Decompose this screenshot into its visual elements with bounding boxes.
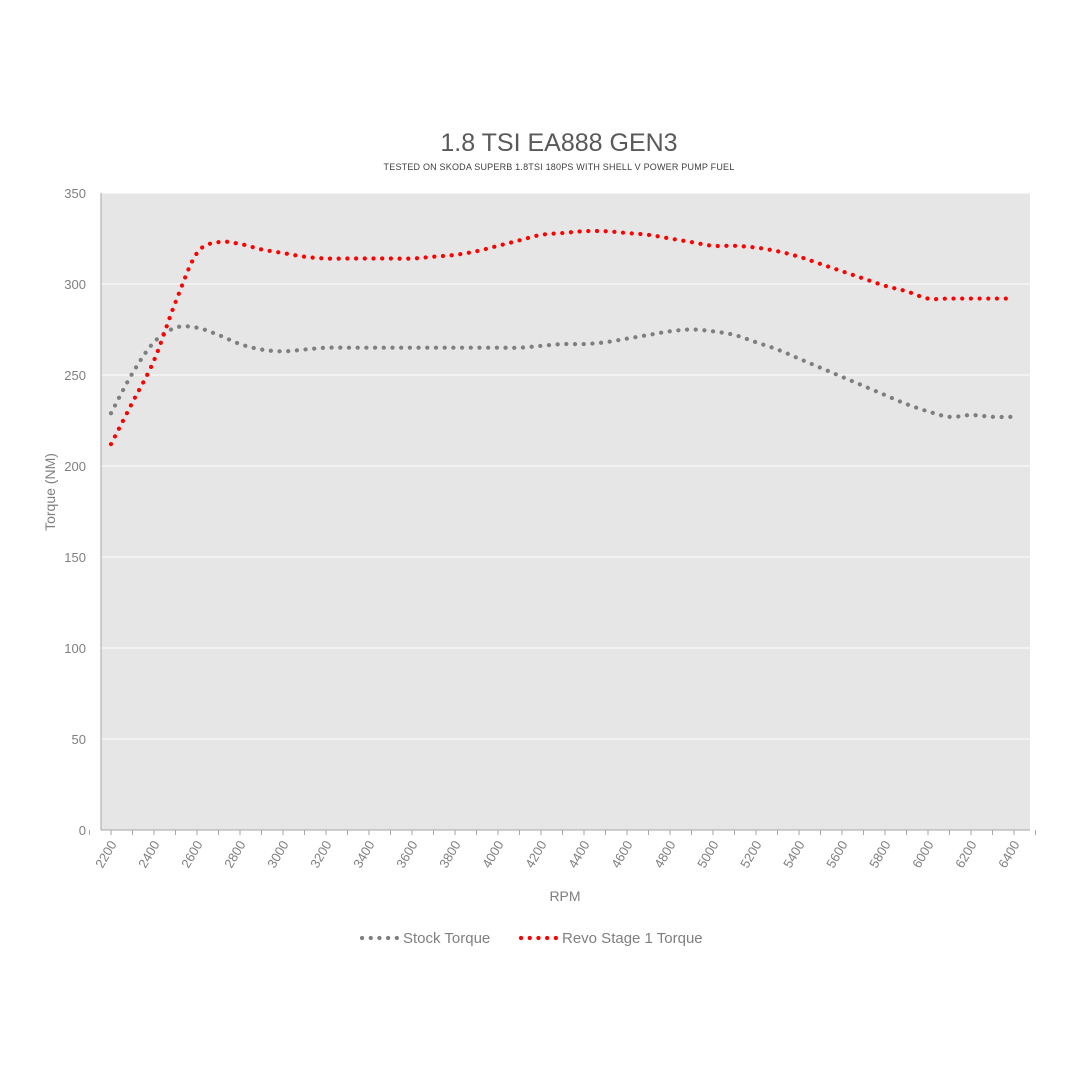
chart-title: 1.8 TSI EA888 GEN3 <box>440 129 677 157</box>
x-tick-label: 3600 <box>393 838 420 871</box>
y-tick-label: 250 <box>64 368 86 383</box>
x-tick-label: 6000 <box>909 838 936 871</box>
axes <box>89 193 1036 835</box>
x-tick-label: 5400 <box>780 838 807 871</box>
x-tick-label: 2200 <box>92 838 119 871</box>
x-axis-label: RPM <box>549 888 580 904</box>
x-tick-labels: 2200 2400 2600 2800 3000 3200 3400 3600 3800 4000… <box>92 838 1022 871</box>
y-tick-label: 50 <box>72 732 86 747</box>
x-tick-label: 2600 <box>178 838 205 871</box>
x-tick-label: 2800 <box>221 838 248 871</box>
y-tick-label: 200 <box>64 459 86 474</box>
x-tick-label: 6400 <box>995 838 1022 871</box>
x-tick-label: 5000 <box>694 838 721 871</box>
legend: Stock Torque Revo Stage 1 Torque <box>359 930 703 947</box>
y-tick-labels: 0 50 100 150 200 250 300 350 <box>64 186 86 838</box>
x-tick-label: 5200 <box>737 838 764 871</box>
x-tick-label: 4600 <box>608 838 635 871</box>
y-tick-label: 150 <box>64 550 86 565</box>
legend-label: Stock Torque <box>403 930 490 947</box>
x-tick-label: 5800 <box>866 838 893 871</box>
x-tick-label: 5600 <box>823 838 850 871</box>
plot-area <box>101 193 1030 830</box>
series-layer <box>108 228 1017 447</box>
legend-item-stock-torque: Stock Torque <box>359 930 490 947</box>
series-revo-stage-1-torque <box>108 228 1017 447</box>
series-line <box>108 228 1017 447</box>
x-tick-label: 4000 <box>479 838 506 871</box>
y-tick-label: 300 <box>64 277 86 292</box>
x-tick-label: 3000 <box>264 838 291 871</box>
x-tick-label: 6200 <box>952 838 979 871</box>
series-stock-torque <box>108 324 1017 420</box>
x-tick-label: 3400 <box>350 838 377 871</box>
x-tick-label: 3200 <box>307 838 334 871</box>
legend-item-revo-stage-1-torque: Revo Stage 1 Torque <box>518 930 703 947</box>
gridlines <box>101 192 1030 740</box>
y-axis-label: Torque (NM) <box>42 453 58 531</box>
x-tick-label: 2400 <box>135 838 162 871</box>
chart-subtitle: TESTED ON SKODA SUPERB 1.8TSI 180PS WITH… <box>384 162 735 172</box>
y-tick-label: 350 <box>64 186 86 201</box>
x-tick-label: 4800 <box>651 838 678 871</box>
x-tick-label: 4200 <box>522 838 549 871</box>
legend-label: Revo Stage 1 Torque <box>562 930 703 947</box>
x-tick-label: 4400 <box>565 838 592 871</box>
y-tick-label: 0 <box>79 823 86 838</box>
x-tick-label: 3800 <box>436 838 463 871</box>
y-tick-label: 100 <box>64 641 86 656</box>
series-line <box>108 324 1017 420</box>
